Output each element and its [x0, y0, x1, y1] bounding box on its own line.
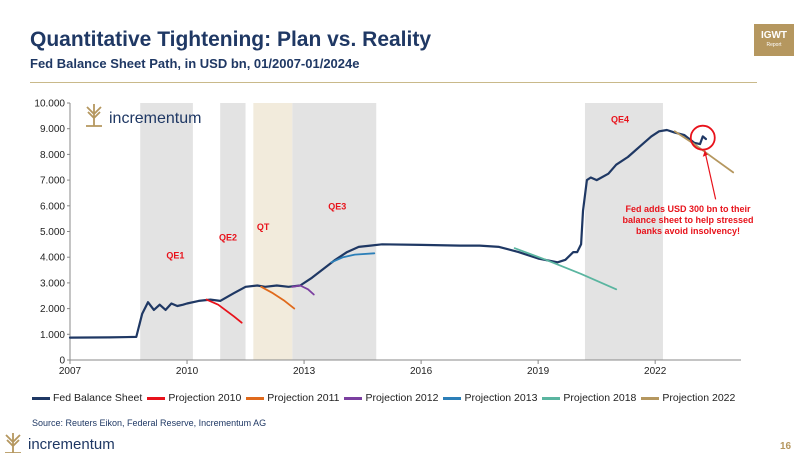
- annotation-circle: [689, 124, 716, 151]
- region-qe3: [292, 103, 377, 360]
- legend-swatch: [443, 396, 462, 400]
- badge-main-text: IGWT: [760, 30, 788, 41]
- legend-item-projection-2012: Projection 2012: [344, 392, 438, 404]
- legend-item-projection-2011: Projection 2011: [246, 392, 339, 404]
- x-tick-label: 2013: [293, 366, 316, 377]
- annotation-text-line: Fed adds USD 300 bn to their: [625, 204, 751, 214]
- region-qe2: [220, 103, 246, 360]
- legend-item-projection-2022: Projection 2022: [641, 392, 735, 404]
- legend-swatch: [246, 396, 265, 400]
- legend-swatch: [32, 396, 50, 400]
- annotation-text-line: banks avoid insolvency!: [636, 226, 740, 236]
- region-label-qe1: QE1: [166, 250, 184, 260]
- region-label-qe4: QE4: [611, 114, 629, 124]
- series-line-projection-2011: [260, 285, 296, 310]
- y-tick-label: 2.000: [40, 304, 65, 315]
- y-tick-label: 3.000: [40, 278, 65, 289]
- y-tick-label: 0: [59, 356, 65, 367]
- x-tick-label: 2022: [644, 366, 667, 377]
- x-tick-label: 2019: [527, 366, 550, 377]
- footer-logo-icon: [5, 433, 21, 453]
- legend-item-fed-balance-sheet: Fed Balance Sheet: [32, 392, 142, 404]
- x-tick-label: 2007: [59, 366, 82, 377]
- chart-logo-text: incrementum: [109, 110, 201, 127]
- source-note: Source: Reuters Eikon, Federal Reserve, …: [32, 418, 267, 428]
- series-line-projection-2022: [673, 130, 735, 174]
- legend-label: Projection 2010: [168, 392, 242, 404]
- y-tick-label: 7.000: [40, 176, 65, 187]
- page-title: Quantitative Tightening: Plan vs. Realit…: [30, 28, 432, 51]
- x-tick-label: 2016: [410, 366, 433, 377]
- balance-sheet-chart: QE1 QE2 QT QE3 QE4 0 1.000 2.000 3.000 4.000 5.00…: [34, 99, 754, 378]
- legend-label: Projection 2018: [563, 392, 637, 404]
- legend-label: Projection 2013: [464, 392, 538, 404]
- series-line-projection-2010: [205, 298, 243, 324]
- y-tick-label: 10.000: [34, 99, 65, 110]
- footer-brand-name: incrementum: [28, 436, 115, 453]
- legend-label: Projection 2012: [365, 392, 439, 404]
- region-qe1: [140, 103, 193, 360]
- series-line-projection-2013: [330, 252, 376, 264]
- y-tick-label: 5.000: [40, 227, 65, 238]
- legend-label: Projection 2022: [662, 392, 736, 404]
- legend-item-projection-2010: Projection 2010: [147, 392, 241, 404]
- series-line-projection-2018: [513, 247, 618, 291]
- legend-swatch: [542, 396, 561, 400]
- axes-layer: 0 1.000 2.000 3.000 4.000 5.000 6.000 7.000 8.00…: [34, 99, 741, 377]
- region-qt: [253, 103, 293, 360]
- annotation-text-line: balance sheet to help stressed: [622, 215, 753, 225]
- y-tick-label: 1.000: [40, 330, 65, 341]
- chart-logo: [84, 104, 104, 127]
- legend-item-projection-2018: Projection 2018: [542, 392, 636, 404]
- y-tick-label: 8.000: [40, 150, 65, 161]
- legend-swatch: [344, 396, 363, 400]
- region-label-qt: QT: [257, 222, 270, 232]
- series-line-fed-balance-sheet: [68, 128, 707, 339]
- legend-item-projection-2013: Projection 2013: [443, 392, 537, 404]
- region-qe4: [584, 103, 663, 360]
- annotation-arrow: [704, 150, 717, 200]
- page-number: 16: [780, 441, 792, 452]
- series-line-projection-2012: [291, 284, 315, 296]
- annotation-arrowhead: [702, 150, 708, 157]
- legend-label: Fed Balance Sheet: [53, 392, 143, 404]
- series-layer: [68, 128, 735, 339]
- y-tick-label: 4.000: [40, 253, 65, 264]
- igwt-report-badge: IGWT Report: [754, 24, 794, 56]
- region-label-qe2: QE2: [219, 232, 237, 242]
- y-tick-label: 6.000: [40, 201, 65, 212]
- chart-subtitle: Fed Balance Sheet Path, in USD bn, 01/20…: [30, 56, 360, 71]
- badge-sub-text: Report: [766, 42, 782, 48]
- chart-legend: Fed Balance Sheet Projection 2010 Projecti…: [32, 390, 740, 406]
- x-tick-label: 2010: [176, 366, 199, 377]
- legend-label: Projection 2011: [267, 392, 340, 404]
- regions-layer: QE1 QE2 QT QE3 QE4: [140, 103, 663, 360]
- title-divider: [30, 82, 757, 83]
- y-tick-label: 9.000: [40, 124, 65, 135]
- region-label-qe3: QE3: [328, 202, 346, 212]
- legend-swatch: [641, 396, 660, 400]
- legend-swatch: [147, 396, 166, 400]
